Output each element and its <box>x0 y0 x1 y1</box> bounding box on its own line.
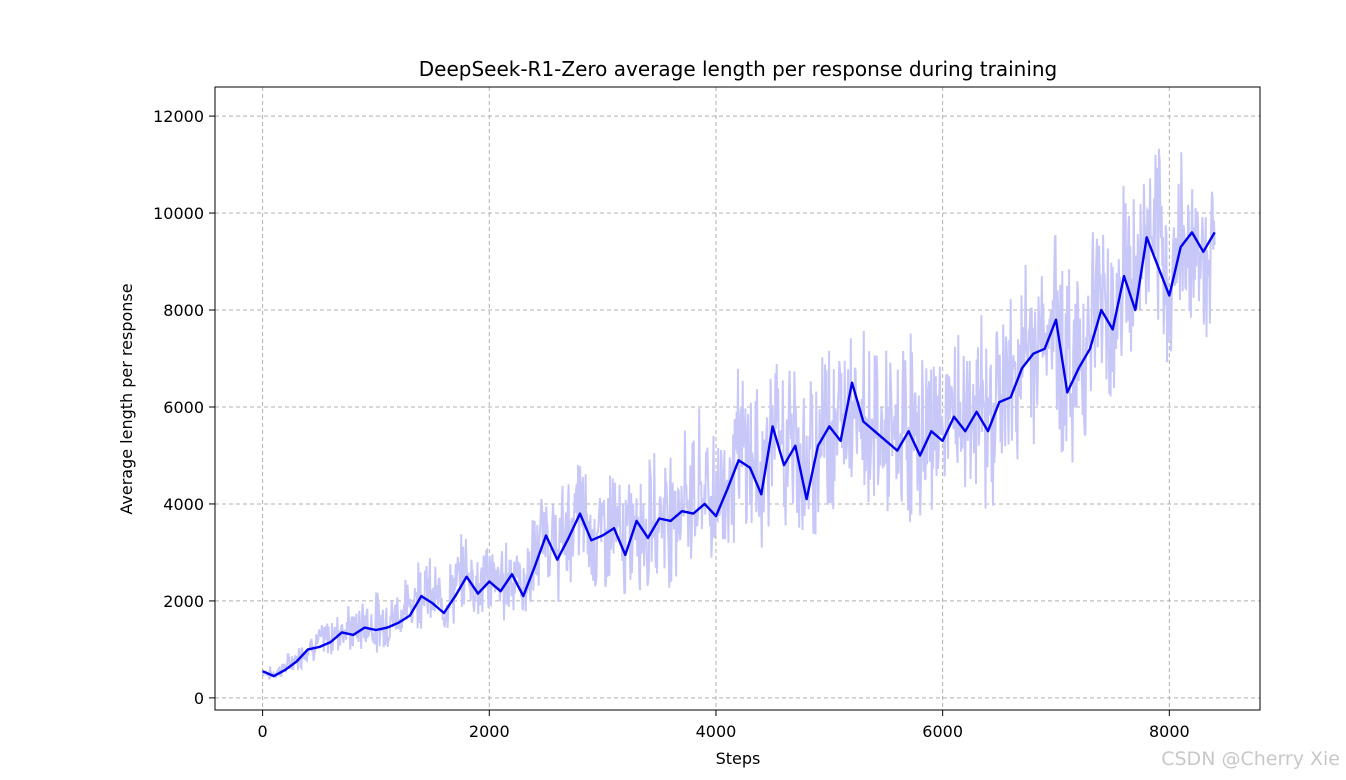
axis-ticks: 0 2000 4000 6000 8000 0 2000 4000 6000 8000 10000 1… <box>153 107 1190 741</box>
y-tick-label: 6000 <box>163 398 204 417</box>
y-tick-label: 8000 <box>163 301 204 320</box>
chart-title: DeepSeek-R1-Zero average length per resp… <box>419 57 1058 81</box>
y-tick-label: 10000 <box>153 204 204 223</box>
y-axis-label: Average length per response <box>117 283 136 514</box>
smoothed-series <box>262 231 1216 678</box>
smoothed-series-line <box>262 231 1216 678</box>
watermark: CSDN @Cherry Xie <box>1161 748 1340 770</box>
raw-series <box>261 148 1216 680</box>
y-tick-label: 0 <box>194 689 204 708</box>
x-tick-label: 2000 <box>469 722 510 741</box>
x-tick-label: 6000 <box>922 722 963 741</box>
y-tick-label: 12000 <box>153 107 204 126</box>
x-tick-label: 8000 <box>1149 722 1190 741</box>
x-tick-label: 4000 <box>696 722 737 741</box>
y-tick-label: 2000 <box>163 592 204 611</box>
plot-frame <box>214 86 1261 711</box>
x-axis-label: Steps <box>716 749 761 768</box>
x-tick-label: 0 <box>258 722 268 741</box>
raw-series-line <box>261 148 1216 680</box>
y-tick-label: 4000 <box>163 495 204 514</box>
